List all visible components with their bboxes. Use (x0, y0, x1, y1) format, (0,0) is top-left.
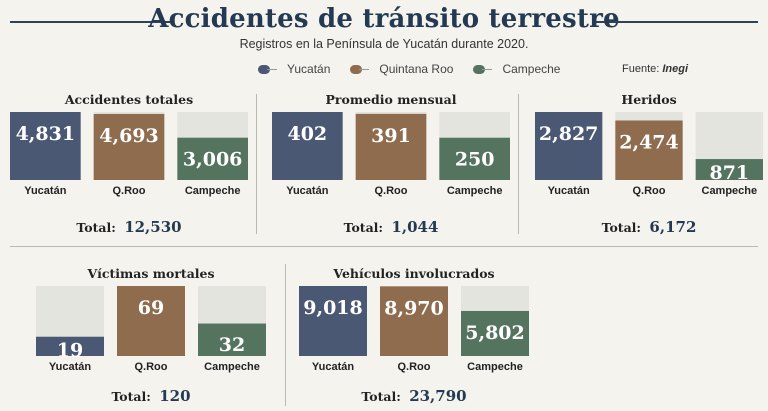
bar-value-label: 402 (287, 123, 327, 145)
panel-accidentes-totales: Accidentes totales 4,831 Yucatán 4,693 Q.Ro… (10, 92, 248, 240)
bar-category-label: Q.Roo (113, 185, 146, 197)
bar-category-label: Yucatán (286, 185, 328, 197)
source-note: Fuente: Inegi (622, 63, 688, 75)
bar-campeche (439, 137, 510, 180)
bar-qroo (615, 120, 683, 180)
bar-category-label: Campeche (447, 185, 503, 197)
bar-category-label: Yucatán (24, 185, 66, 197)
title-rule-left (10, 21, 170, 23)
bar-category-label: Q.Roo (375, 185, 408, 197)
bar-value-label: 69 (138, 297, 164, 319)
bar-value-label: 2,827 (539, 123, 599, 145)
bar-category-label: Q.Roo (398, 361, 431, 373)
bar-value-label: 9,018 (303, 297, 363, 319)
vertical-divider (518, 94, 519, 234)
bar-yucatan (272, 112, 343, 180)
bar-value-label: 5,802 (465, 322, 525, 344)
bar-chart-promedio-mensual: 402 Yucatán 391 Q.Roo 250 Campeche (272, 112, 510, 197)
legend-swatch-icon (350, 64, 370, 74)
bar-value-label: 32 (219, 334, 245, 356)
total-value: 1,044 (391, 218, 439, 236)
legend-swatch-icon (258, 64, 277, 74)
bar-value-label: 250 (455, 149, 495, 171)
panel-victimas-mortales: Víctimas mortales 19 Yucatán 69 Q.Roo 32 Camp… (36, 266, 266, 411)
page-subtitle: Registros en la Península de Yucatán dur… (239, 37, 529, 51)
page-title: Accidentes de tránsito terrestre (148, 4, 620, 34)
bar-campeche (461, 310, 529, 356)
bar-category-label: Yucatán (312, 361, 354, 373)
panel-title: Vehículos involucrados (333, 266, 495, 281)
vertical-divider (285, 264, 286, 406)
legend: Yucatán Quintana Roo Campeche (258, 62, 560, 76)
bar-category-label: Q.Roo (135, 361, 168, 373)
legend-item-yucatan: Yucatán (258, 62, 330, 76)
title-rule-right (596, 21, 758, 23)
bar-campeche (695, 159, 763, 180)
bar-yucatan (299, 286, 367, 356)
bar-yucatan (10, 112, 81, 180)
bar-value-label: 4,831 (16, 123, 76, 145)
legend-swatch-icon (473, 64, 493, 74)
total-label: Total: (343, 220, 384, 235)
bar-qroo (380, 286, 448, 356)
legend-label: Campeche (502, 62, 561, 76)
bar-campeche (198, 323, 266, 356)
panel-total: Total: 1,044 (272, 218, 510, 236)
total-label: Total: (361, 389, 401, 404)
total-label: Total: (76, 220, 116, 235)
total-value: 6,172 (649, 218, 697, 236)
total-label: Total: (111, 389, 151, 404)
total-value: 23,790 (409, 387, 467, 405)
bar-value-label: 3,006 (183, 149, 243, 171)
panel-heridos: Heridos 2,827 Yucatán 2,474 Q.Roo 871 Campech… (535, 92, 763, 240)
bar-yucatan (36, 336, 104, 356)
bar-category-label: Campeche (185, 185, 241, 197)
bar-category-label: Yucatán (548, 185, 590, 197)
panel-total: Total: 120 (36, 387, 266, 405)
bar-campeche (177, 137, 248, 180)
vertical-divider (256, 94, 257, 234)
bar-chart-accidentes-totales: 4,831 Yucatán 4,693 Q.Roo 3,006 Campeche (10, 112, 248, 197)
bar-category-label: Campeche (204, 361, 260, 373)
bar-yucatan (535, 112, 603, 180)
bar-value-label: 391 (371, 125, 411, 147)
panel-title: Accidentes totales (64, 92, 194, 107)
legend-item-quintana-roo: Quintana Roo (350, 62, 453, 76)
bar-qroo (93, 113, 165, 180)
bar-value-label: 19 (57, 340, 83, 362)
panel-total: Total: 12,530 (10, 218, 248, 236)
bar-value-label: 8,970 (384, 297, 444, 319)
bar-category-label: Campeche (702, 185, 758, 197)
bar-category-label: Campeche (467, 361, 523, 373)
total-value: 12,530 (124, 218, 182, 236)
panel-title: Víctimas mortales (87, 266, 215, 281)
horizontal-divider (10, 246, 758, 247)
bar-category-label: Yucatán (49, 361, 91, 373)
panel-promedio-mensual: Promedio mensual 402 Yucatán 391 Q.Roo 250 Ca… (272, 92, 510, 240)
source-label: Fuente: (622, 63, 660, 75)
bar-chart-vehiculos-involucrados: 9,018 Yucatán 8,970 Q.Roo 5,802 Campeche (299, 286, 529, 373)
bar-value-label: 871 (709, 162, 749, 184)
bar-qroo (117, 286, 185, 356)
panel-vehiculos-involucrados: Vehículos involucrados 9,018 Yucatán 8,970… (299, 266, 529, 411)
panel-total: Total: 6,172 (535, 218, 763, 236)
total-value: 120 (159, 387, 191, 405)
legend-item-campeche: Campeche (473, 62, 560, 76)
bar-category-label: Q.Roo (633, 185, 666, 197)
bar-qroo (355, 113, 427, 180)
header: Accidentes de tránsito terrestre Registr… (0, 0, 768, 90)
panel-total: Total: 23,790 (299, 387, 529, 405)
bar-value-label: 2,474 (619, 131, 679, 153)
source-name: Inegi (662, 63, 689, 75)
panel-title: Promedio mensual (325, 92, 457, 107)
legend-label: Quintana Roo (379, 62, 454, 76)
panel-title: Heridos (621, 92, 677, 107)
bar-value-label: 4,693 (99, 125, 159, 147)
total-label: Total: (601, 220, 642, 235)
legend-label: Yucatán (287, 62, 331, 76)
